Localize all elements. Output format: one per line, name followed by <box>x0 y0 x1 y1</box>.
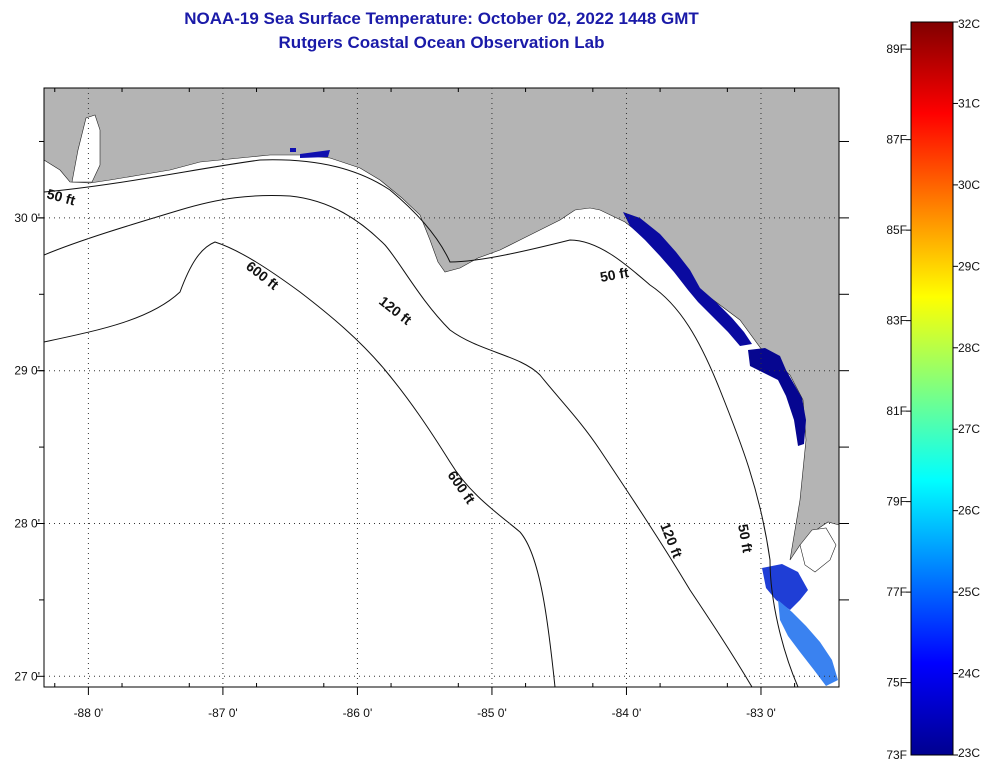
lon-tick-label: -86 0' <box>343 706 373 720</box>
colorbar-f-label: 77F <box>886 585 907 599</box>
contour-600ft <box>44 241 556 687</box>
land-mass <box>44 88 839 561</box>
depth-label: 50 ft <box>45 185 77 208</box>
lat-tick-label: 29 0' <box>14 364 40 378</box>
colorbar-c-label: 30C <box>958 178 980 192</box>
chart-title: NOAA-19 Sea Surface Temperature: October… <box>184 9 699 28</box>
lat-tick-label: 30 0' <box>14 211 40 225</box>
lat-tick-label: 28 0' <box>14 516 40 530</box>
colorbar-celsius-labels: 32C 31C 30C 29C 28C 27C 26C 25C 24C 23C <box>953 17 980 760</box>
colorbar-fahrenheit-labels: 89F 87F 85F 83F 81F 79F 77F 75F 73F <box>886 42 911 762</box>
colorbar-c-label: 23C <box>958 746 980 760</box>
lon-tick-label: -84 0' <box>612 706 642 720</box>
depth-label: 50 ft <box>735 523 756 554</box>
lon-tick-label: -88 0' <box>74 706 104 720</box>
axis-labels: -88 0' -87 0' -86 0' -85 0' -84 0' -83 0' 30 0… <box>14 211 775 720</box>
colorbar-c-label: 28C <box>958 341 980 355</box>
colorbar-c-label: 24C <box>958 667 980 681</box>
colorbar-c-label: 26C <box>958 504 980 518</box>
lon-tick-label: -83 0' <box>746 706 776 720</box>
colorbar-f-label: 85F <box>886 223 907 237</box>
sst-dots <box>290 148 330 158</box>
colorbar-c-label: 25C <box>958 585 980 599</box>
contour-120ft <box>44 195 753 687</box>
colorbar-f-label: 83F <box>886 314 907 328</box>
colorbar <box>910 21 954 756</box>
chart-subtitle: Rutgers Coastal Ocean Observation Lab <box>278 33 605 52</box>
graticule <box>36 88 849 695</box>
lon-tick-label: -85 0' <box>477 706 507 720</box>
sst-band-tampa <box>762 564 808 610</box>
sst-band-bigbend <box>748 348 806 446</box>
colorbar-c-label: 29C <box>958 259 980 273</box>
sst-band-south <box>778 600 838 686</box>
colorbar-f-label: 75F <box>886 676 907 690</box>
depth-label: 50 ft <box>599 264 630 285</box>
bay <box>799 527 837 573</box>
colorbar-f-label: 81F <box>886 404 907 418</box>
contour-50ft <box>44 159 799 687</box>
colorbar-f-label: 89F <box>886 42 907 56</box>
colorbar-c-label: 27C <box>958 422 980 436</box>
bay <box>71 114 101 183</box>
map-border <box>43 87 840 688</box>
sst-band-north <box>623 212 752 346</box>
colorbar-f-label: 79F <box>886 495 907 509</box>
colorbar-f-label: 73F <box>886 748 907 762</box>
colorbar-f-label: 87F <box>886 133 907 147</box>
lon-tick-label: -87 0' <box>208 706 238 720</box>
colorbar-c-label: 31C <box>958 96 980 110</box>
colorbar-c-label: 32C <box>958 17 980 31</box>
lat-tick-label: 27 0' <box>14 669 40 683</box>
